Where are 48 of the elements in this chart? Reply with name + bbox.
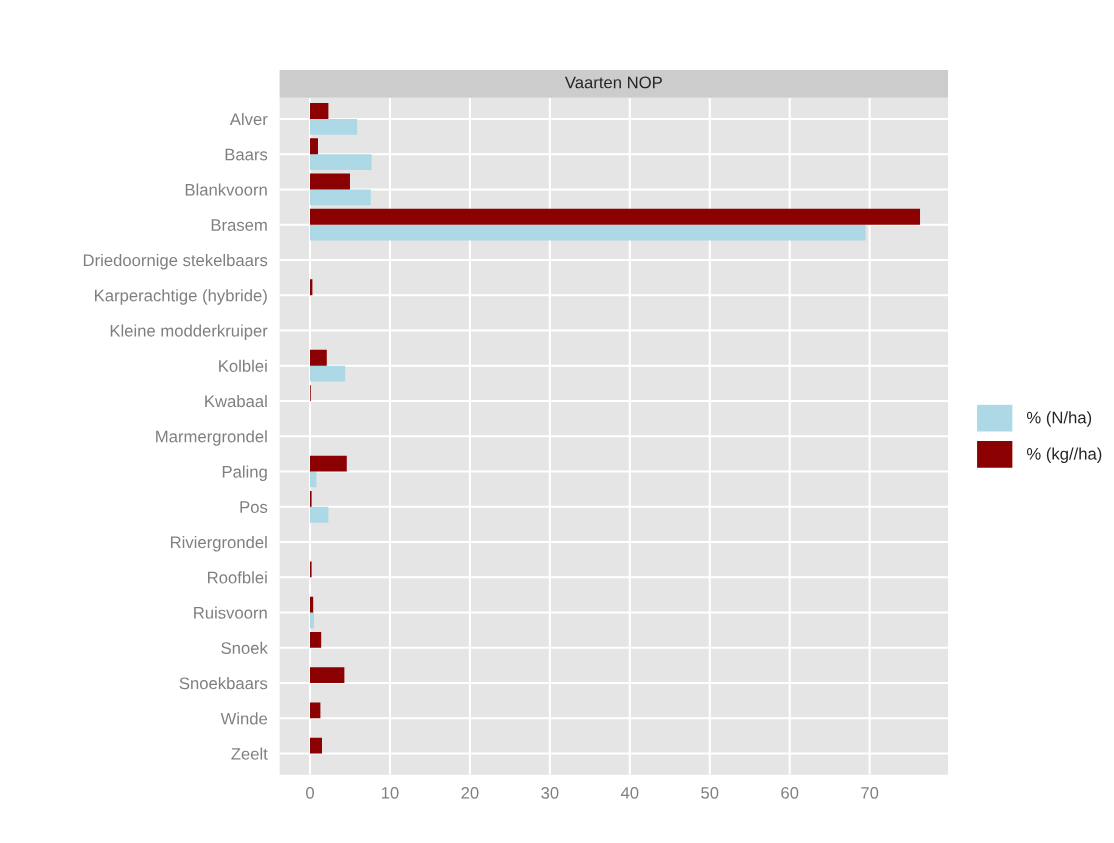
y-tick-label: Paling <box>222 465 267 482</box>
x-tick-label: 10 <box>381 786 399 799</box>
y-tick-label: Kleine modderkruiper <box>110 324 268 340</box>
y-tick-label: Kolblei <box>219 359 267 372</box>
bar <box>310 737 322 754</box>
y-tick-label: Alver <box>229 112 268 126</box>
bar <box>310 667 345 684</box>
legend-label: % (N/ha) <box>1026 411 1092 427</box>
x-tick-label: 40 <box>620 786 639 799</box>
bar <box>310 349 327 366</box>
y-tick-label: Driedoornige stekelbaars <box>83 253 268 270</box>
bar <box>310 455 347 472</box>
bar <box>310 702 321 719</box>
y-tick-label: Snoekbaars <box>179 677 268 690</box>
chart-title: Vaarten NOP <box>564 76 662 89</box>
y-tick-label: Pos <box>240 501 268 513</box>
x-tick-label: 20 <box>461 786 479 799</box>
y-tick-label: Brasem <box>211 219 267 231</box>
y-tick-label: Baars <box>225 148 268 161</box>
bar <box>310 612 314 629</box>
legend-label: % (kg//ha) <box>1026 447 1102 464</box>
bar <box>310 631 322 648</box>
bar <box>310 224 866 241</box>
y-tick-label: Winde <box>220 712 268 725</box>
y-tick-label: Snoek <box>221 641 268 654</box>
bar <box>310 506 329 523</box>
x-tick-label: 60 <box>781 786 799 799</box>
x-tick-label: 0 <box>306 786 314 799</box>
x-tick-label: 50 <box>701 786 719 799</box>
bar <box>310 138 318 155</box>
bar <box>310 118 358 135</box>
x-tick-label: 70 <box>861 786 879 799</box>
y-tick-label: Blankvoorn <box>185 183 267 196</box>
bar <box>310 596 314 613</box>
bar <box>310 365 346 382</box>
y-tick-label: Kwabaal <box>205 394 267 408</box>
y-tick-label: Roofblei <box>208 571 267 584</box>
bar <box>310 103 329 119</box>
y-tick-label: Ruisvoorn <box>194 606 267 619</box>
y-tick-label: Marmergrondel <box>156 430 267 446</box>
y-tick-label: Riviergrondel <box>170 535 267 552</box>
bar <box>310 173 350 190</box>
y-tick-label: Karperachtige (hybride) <box>95 289 267 305</box>
bar <box>310 208 921 225</box>
y-tick-label: Zeelt <box>231 747 268 760</box>
bar <box>310 189 371 206</box>
x-tick-label: 30 <box>541 786 559 799</box>
bar <box>310 154 372 171</box>
